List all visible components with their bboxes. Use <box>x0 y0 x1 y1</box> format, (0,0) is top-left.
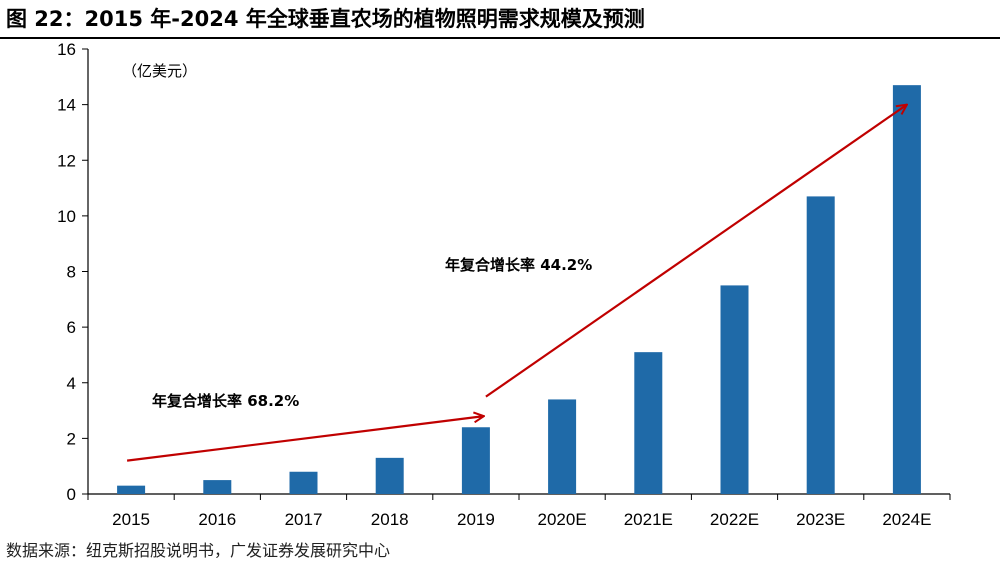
cagr-arrow <box>126 416 484 462</box>
bar-2022E <box>720 285 749 494</box>
chart-annotations: 年复合增长率 68.2% 年复合增长率 44.2% <box>126 105 907 462</box>
title-divider <box>0 37 1000 39</box>
y-tick-label: 10 <box>57 207 76 226</box>
bar-2019 <box>461 427 490 494</box>
x-tick-label: 2019 <box>457 510 495 529</box>
y-tick-label: 8 <box>67 263 76 282</box>
x-tick-label: 2016 <box>198 510 236 529</box>
x-tick-label: 2022E <box>710 510 759 529</box>
x-tick-label: 2017 <box>285 510 323 529</box>
chart-tick-labels: 0 2 4 6 8 10 12 14 16 2015 2016 2017 2018 2019 2020E 20… <box>57 40 931 529</box>
y-tick-label: 4 <box>67 374 76 393</box>
chart-axes <box>82 48 951 500</box>
y-tick-label: 16 <box>57 40 76 59</box>
y-tick-label: 12 <box>57 151 76 170</box>
bar-2024E <box>892 85 921 494</box>
cagr-label: 年复合增长率 68.2% <box>152 392 299 410</box>
x-tick-label: 2023E <box>796 510 845 529</box>
x-tick-label: 2021E <box>624 510 673 529</box>
bar-2018 <box>375 457 404 494</box>
bar-2016 <box>203 480 232 494</box>
y-tick-label: 6 <box>67 318 76 337</box>
figure-title: 图 22：2015 年-2024 年全球垂直农场的植物照明需求规模及预测 <box>6 7 645 31</box>
y-tick-label: 14 <box>57 96 76 115</box>
bar-2021E <box>634 352 663 494</box>
bar-2015 <box>117 485 146 494</box>
bar-2020E <box>548 399 577 494</box>
unit-label: （亿美元） <box>122 62 197 80</box>
bar-2023E <box>806 196 835 494</box>
chart-bars <box>117 85 921 494</box>
y-tick-label: 0 <box>67 485 76 504</box>
x-tick-label: 2015 <box>112 510 150 529</box>
x-tick-label: 2018 <box>371 510 409 529</box>
cagr-label: 年复合增长率 44.2% <box>445 256 592 274</box>
cagr-arrow <box>485 105 907 398</box>
bar-2017 <box>289 471 318 494</box>
x-tick-label: 2020E <box>538 510 587 529</box>
x-tick-label: 2024E <box>882 510 931 529</box>
y-tick-label: 2 <box>67 429 76 448</box>
source-note: 数据来源：纽克斯招股说明书，广发证券发展研究中心 <box>6 541 391 560</box>
